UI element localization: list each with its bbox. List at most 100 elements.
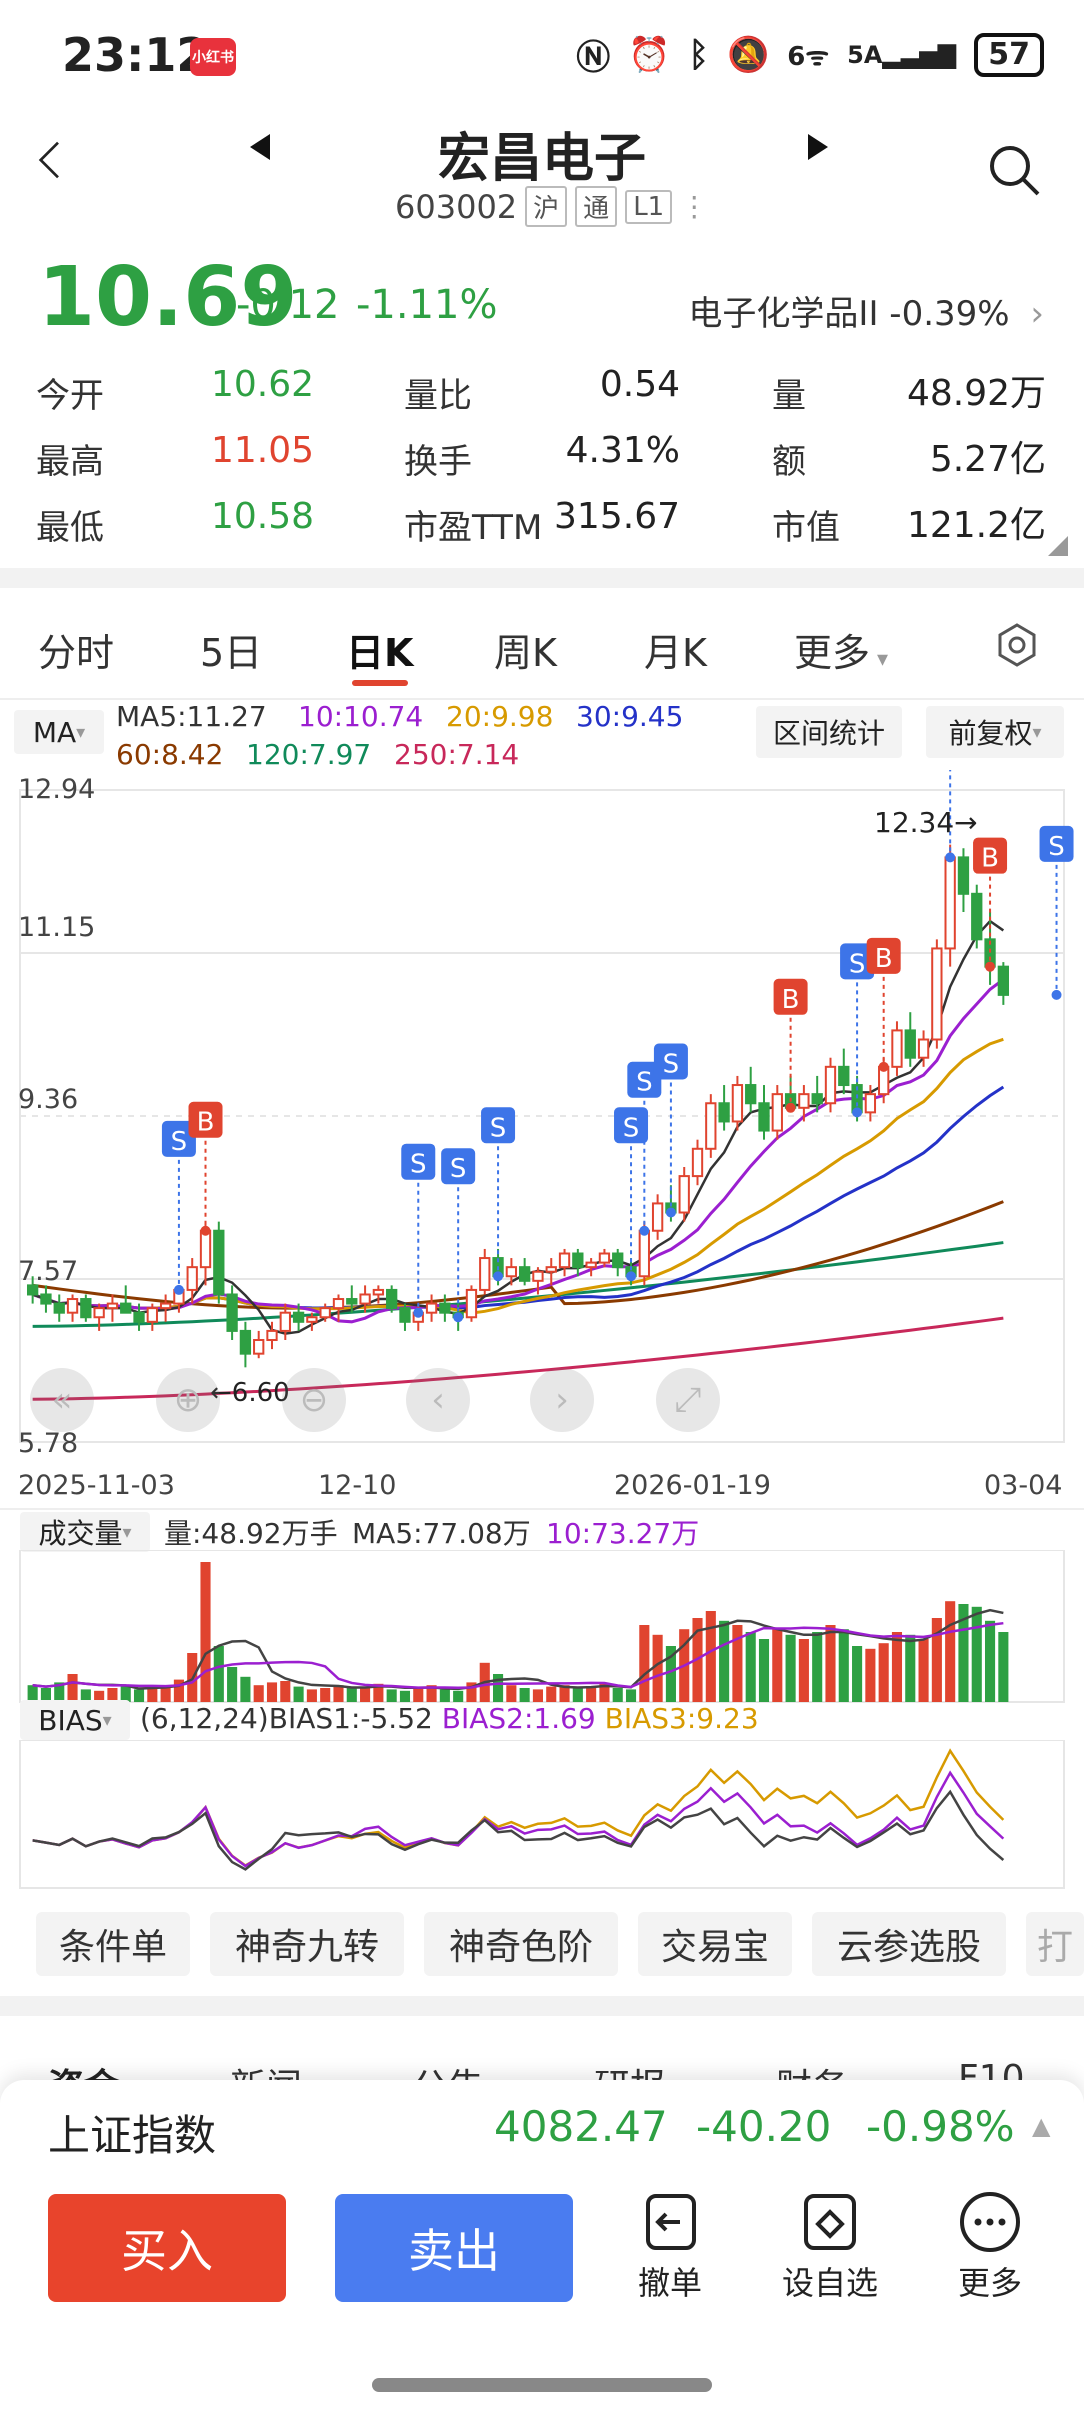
feature-chip[interactable]: 条件单 — [36, 1912, 190, 1976]
volume-bar — [825, 1625, 836, 1702]
bias1-label: BIAS1:-5.52 — [268, 1702, 433, 1735]
zoom-out-icon[interactable]: ⊖ — [282, 1368, 346, 1432]
feature-chip[interactable]: 打 — [1026, 1912, 1084, 1976]
trade-marker-dot — [639, 1225, 650, 1236]
back-icon[interactable] — [30, 140, 70, 180]
stat-value: 10.62 — [210, 364, 314, 405]
bias-params: (6,12,24)BIAS1:-5.52 BIAS2:1.69 BIAS3:9.… — [140, 1702, 759, 1735]
trade-marker-badge — [441, 1148, 476, 1185]
volume-chart[interactable] — [0, 1550, 1084, 1704]
tab-intraday[interactable]: 分时 — [38, 631, 115, 675]
candle-body — [399, 1307, 411, 1323]
price-change-pct: -1.11% — [356, 282, 498, 328]
volume-summary: 量:48.92万手 — [164, 1517, 338, 1550]
stat-label: 额 — [772, 442, 806, 482]
feature-chip[interactable]: 神奇九转 — [210, 1912, 404, 1976]
prev-stock-icon[interactable] — [248, 132, 272, 162]
trade-marker-badge — [1039, 825, 1074, 862]
buy-button[interactable]: 买入 — [48, 2194, 286, 2302]
range-stats-button[interactable]: 区间统计 — [756, 706, 902, 758]
stock-code: 603002 — [395, 187, 518, 226]
rewind-icon[interactable]: « — [30, 1368, 94, 1432]
index-name[interactable]: 上证指数 — [48, 2111, 217, 2160]
zoom-in-icon[interactable]: ⊕ — [156, 1368, 220, 1432]
volume-bar — [931, 1618, 942, 1702]
candle-body — [465, 1288, 478, 1319]
more-actions-button[interactable]: 更多 — [930, 2190, 1050, 2304]
volume-bar — [280, 1681, 291, 1702]
adjust-select[interactable]: 前复权 ▾ — [926, 706, 1064, 758]
expand-corner-icon[interactable] — [1048, 536, 1068, 556]
stat-label: 今开 — [36, 376, 104, 416]
tab-daily-k[interactable]: 日K — [346, 631, 414, 675]
bias-indicator-select[interactable]: BIAS ▾ — [20, 1700, 130, 1740]
alarm-icon: ⏰ — [628, 34, 671, 75]
volume-indicator-select[interactable]: 成交量 ▾ — [20, 1512, 150, 1552]
volume-bar — [519, 1688, 530, 1702]
trade-marker-badge — [161, 1120, 196, 1157]
ma120-label: 120:7.97 — [246, 738, 372, 771]
candle-body — [53, 1302, 65, 1314]
more-dots-icon — [960, 2192, 1020, 2252]
volume-bar — [652, 1634, 663, 1702]
volume-bar — [878, 1643, 889, 1702]
volume-bar — [266, 1682, 278, 1702]
volume-bar — [293, 1686, 304, 1702]
volume-bar — [213, 1646, 224, 1702]
bias-chart[interactable] — [0, 1740, 1084, 1890]
trade-marker-badge — [614, 1107, 649, 1144]
candle-body — [572, 1252, 584, 1269]
caret-up-icon[interactable]: ▲ — [1032, 2112, 1051, 2140]
candle-body — [745, 1084, 757, 1105]
bias-params-text: (6,12,24) — [140, 1702, 269, 1735]
feature-chip[interactable]: 神奇色阶 — [424, 1912, 618, 1976]
volume-bar — [120, 1685, 131, 1702]
volume-bar — [54, 1682, 65, 1702]
trade-marker-dot — [785, 1102, 796, 1113]
chart-settings-icon[interactable] — [994, 622, 1040, 668]
volume-bar — [918, 1639, 929, 1702]
candle-body — [359, 1293, 371, 1305]
sell-button[interactable]: 卖出 — [335, 2194, 573, 2302]
sector-link[interactable]: 电子化学品II -0.39% › — [688, 286, 1044, 335]
candle-body — [479, 1257, 491, 1291]
signal-icon: 5A▂▃▅▇ — [847, 40, 957, 69]
tab-more[interactable]: 更多 ▾ — [794, 622, 888, 677]
candle-body — [279, 1311, 291, 1332]
next-stock-icon[interactable] — [806, 132, 830, 162]
bias3-line — [32, 1748, 1005, 1868]
tab-5day[interactable]: 5日 — [200, 631, 263, 675]
cancel-order-button[interactable]: 撤单 — [610, 2190, 730, 2304]
indicator-select[interactable]: MA ▾ — [14, 710, 104, 754]
tab-weekly-k[interactable]: 周K — [494, 631, 557, 675]
scroll-right-icon[interactable]: › — [530, 1368, 594, 1432]
candle-body — [253, 1339, 265, 1355]
app-badge-icon: 小红书 — [190, 38, 236, 76]
feature-chip[interactable]: 交易宝 — [638, 1912, 792, 1976]
y-tick-label: 12.94 — [18, 774, 96, 805]
fullscreen-icon[interactable]: ⤢ — [656, 1368, 720, 1432]
volume-bar — [758, 1639, 770, 1702]
candle-body — [638, 1229, 650, 1278]
candlestick-chart[interactable]: SBSSSSSSBSBSBS — [0, 770, 1084, 1470]
candle-body — [40, 1293, 52, 1305]
sector-name: 电子化学品II — [688, 294, 879, 334]
volume-bar — [399, 1690, 411, 1702]
search-icon[interactable] — [986, 142, 1042, 198]
volume-ma10-line — [32, 1621, 1004, 1689]
scroll-left-icon[interactable]: ‹ — [406, 1368, 470, 1432]
tab-monthly-k[interactable]: 月K — [644, 631, 707, 675]
candle-body — [864, 1093, 877, 1114]
feature-chip[interactable]: 云参选股 — [812, 1912, 1006, 1976]
stat-label: 换手 — [404, 442, 472, 482]
candle-body — [159, 1302, 172, 1310]
add-watchlist-button[interactable]: 设自选 — [770, 2190, 890, 2304]
trade-marker-dot — [493, 1271, 504, 1282]
ma120-line — [32, 1241, 1004, 1328]
candle-body — [106, 1302, 119, 1310]
more-dots-icon[interactable]: ⋮ — [680, 190, 709, 223]
volume-bar — [732, 1625, 743, 1702]
trade-marker-badge — [401, 1143, 436, 1180]
volume-bar — [572, 1688, 583, 1702]
trade-marker-badge — [653, 1043, 688, 1080]
